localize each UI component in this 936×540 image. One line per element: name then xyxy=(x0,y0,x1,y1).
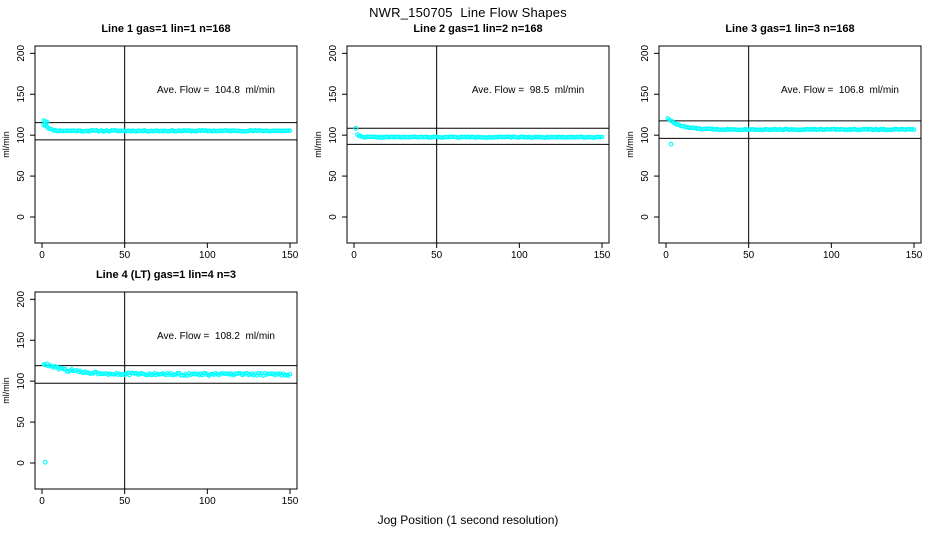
x-tick-label: 150 xyxy=(594,250,611,261)
y-tick-label: 0 xyxy=(16,214,27,220)
y-tick-label: 200 xyxy=(16,291,27,308)
x-tick-label: 0 xyxy=(39,250,45,261)
data-points xyxy=(353,125,605,140)
x-tick-label: 100 xyxy=(199,250,216,261)
y-tick-label: 50 xyxy=(640,170,651,182)
x-tick-label: 50 xyxy=(119,250,131,261)
y-axis-title: ml/min xyxy=(1,377,11,404)
y-tick-label: 50 xyxy=(328,170,339,182)
y-tick-label: 100 xyxy=(640,126,651,143)
data-point xyxy=(286,128,291,133)
y-tick-label: 0 xyxy=(328,214,339,220)
data-point-outlier xyxy=(668,141,674,147)
y-axis: 0 50 100 150 200 xyxy=(16,291,35,466)
y-axis: 0 50 100 150 200 xyxy=(328,45,347,220)
plot-box xyxy=(34,291,298,490)
x-tick-label: 100 xyxy=(823,250,840,261)
x-tick-label: 150 xyxy=(282,496,299,507)
figure-title: NWR_150705 Line Flow Shapes xyxy=(369,5,567,20)
panel-line-2-chart: 0 50 100 150 0 50 100 150 200 ml/min Line 2 gas=1 … xyxy=(313,23,611,261)
y-axis-title: ml/min xyxy=(313,131,323,158)
ave-flow-annotation: Ave. Flow = 104.8 ml/min xyxy=(157,85,275,96)
y-tick-label: 200 xyxy=(16,45,27,62)
x-axis: 0 50 100 150 xyxy=(663,243,923,261)
x-tick-label: 150 xyxy=(282,250,299,261)
x-tick-label: 0 xyxy=(663,250,669,261)
data-point xyxy=(148,372,154,378)
data-point xyxy=(287,128,293,133)
panel-line-4-chart: 0 50 100 150 0 50 100 150 200 ml/min Line 4 (LT) g… xyxy=(1,269,299,507)
data-point-outlier xyxy=(44,119,50,125)
data-points xyxy=(665,116,917,147)
reference-lines xyxy=(35,46,297,243)
panel-title: Line 4 (LT) gas=1 lin=4 n=3 xyxy=(96,269,236,281)
x-tick-label: 0 xyxy=(39,496,45,507)
y-axis: 0 50 100 150 200 xyxy=(16,45,35,220)
panel-title: Line 1 gas=1 lin=1 n=168 xyxy=(101,23,230,35)
x-axis: 0 50 100 150 xyxy=(351,243,611,261)
y-tick-label: 200 xyxy=(640,45,651,62)
y-tick-label: 0 xyxy=(16,460,27,466)
y-axis-title: ml/min xyxy=(1,131,11,158)
data-point xyxy=(911,127,917,132)
plot-box xyxy=(346,45,610,244)
x-axis: 0 50 100 150 xyxy=(39,489,299,507)
y-tick-label: 150 xyxy=(16,331,27,348)
y-axis-title: ml/min xyxy=(625,131,635,158)
y-tick-label: 100 xyxy=(16,126,27,143)
data-point xyxy=(236,370,241,376)
ave-flow-annotation: Ave. Flow = 98.5 ml/min xyxy=(472,85,584,96)
panel-line-1-chart: 0 50 100 150 0 50 100 150 200 ml/min Line 1 gas=1 … xyxy=(1,23,299,261)
x-tick-label: 50 xyxy=(431,250,443,261)
plot-box xyxy=(658,45,922,244)
data-point xyxy=(598,134,603,140)
x-tick-label: 0 xyxy=(351,250,357,261)
panel-line-3-chart: 0 50 100 150 0 50 100 150 200 ml/min Line 3 gas=1 … xyxy=(625,23,923,261)
data-point-outlier xyxy=(353,125,359,131)
panel-title: Line 2 gas=1 lin=2 n=168 xyxy=(413,23,542,35)
x-tick-label: 100 xyxy=(199,496,216,507)
x-tick-label: 50 xyxy=(119,496,131,507)
y-tick-label: 50 xyxy=(16,170,27,182)
y-tick-label: 150 xyxy=(328,85,339,102)
ave-flow-annotation: Ave. Flow = 108.2 ml/min xyxy=(157,331,275,342)
panel-title: Line 3 gas=1 lin=3 n=168 xyxy=(725,23,854,35)
ave-flow-annotation: Ave. Flow = 106.8 ml/min xyxy=(781,85,899,96)
data-point xyxy=(599,134,605,140)
data-point xyxy=(175,370,180,376)
x-tick-label: 150 xyxy=(906,250,923,261)
y-axis: 0 50 100 150 200 xyxy=(640,45,659,220)
reference-lines xyxy=(659,46,921,243)
data-points xyxy=(41,361,293,465)
x-tick-label: 100 xyxy=(511,250,528,261)
reference-lines xyxy=(35,292,297,489)
plot-box xyxy=(34,45,298,244)
y-tick-label: 100 xyxy=(16,372,27,389)
x-axis-title: Jog Position (1 second resolution) xyxy=(377,513,559,527)
data-points xyxy=(41,118,293,134)
x-tick-label: 50 xyxy=(743,250,755,261)
x-axis: 0 50 100 150 xyxy=(39,243,299,261)
y-tick-label: 200 xyxy=(328,45,339,62)
y-tick-label: 50 xyxy=(16,416,27,428)
data-point xyxy=(287,371,293,377)
y-tick-label: 150 xyxy=(640,85,651,102)
reference-lines xyxy=(347,46,609,243)
data-point-outlier xyxy=(42,459,48,465)
data-point xyxy=(61,366,66,372)
y-tick-label: 0 xyxy=(640,214,651,220)
y-tick-label: 150 xyxy=(16,85,27,102)
y-tick-label: 100 xyxy=(328,126,339,143)
